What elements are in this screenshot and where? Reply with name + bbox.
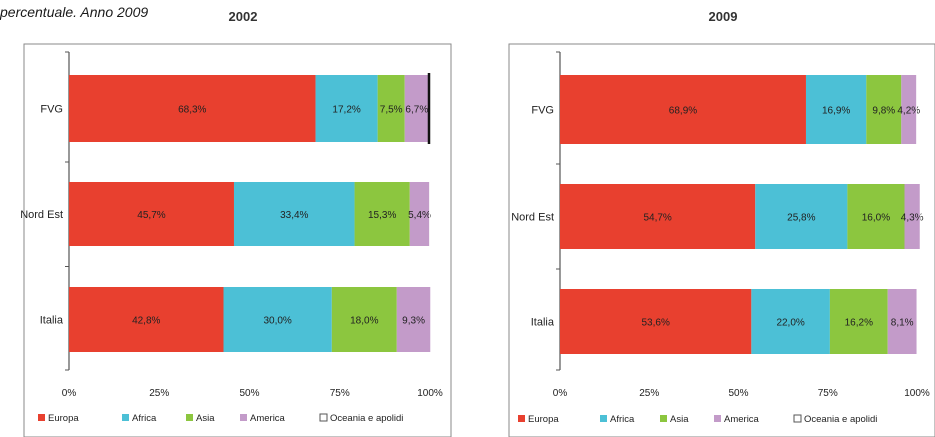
bar-segment — [223, 287, 332, 352]
bar-segment — [829, 289, 888, 354]
legend-swatch — [600, 415, 607, 422]
bar-segment — [233, 182, 355, 246]
bar-segment — [916, 289, 918, 354]
legend-swatch — [793, 414, 802, 423]
bar-segment — [751, 289, 830, 354]
bar-segment — [429, 182, 430, 246]
category-label: Italia — [531, 317, 555, 329]
legend-label: Africa — [610, 414, 635, 425]
category-label: Nord Est — [511, 212, 554, 224]
legend-label: Europa — [528, 414, 559, 425]
data-label: 15,3% — [368, 210, 396, 221]
bar-segment — [901, 75, 917, 144]
x-tick-label: 100% — [417, 388, 443, 399]
legend-swatch — [319, 413, 328, 422]
x-tick-label: 75% — [330, 388, 350, 399]
chart-frame — [23, 43, 452, 437]
bar-segment — [847, 184, 905, 249]
data-label: 9,8% — [872, 106, 895, 117]
category-label: FVG — [531, 105, 554, 117]
bar-segment — [430, 287, 431, 352]
legend-swatch — [518, 415, 525, 422]
bar-segment — [916, 75, 917, 144]
chart-frame — [508, 43, 935, 437]
data-label: 68,3% — [178, 105, 206, 116]
chart-2009: 2009 FVG 68,9% 16,9% 9,8% 4,2% Nord Est 54,7% 25… — [508, 9, 935, 437]
bar-segment — [919, 184, 921, 249]
bar-segment — [377, 75, 405, 142]
bar-segment — [866, 75, 902, 144]
data-label: 30,0% — [263, 316, 291, 327]
bar-segment — [69, 75, 316, 142]
legend-swatch — [660, 415, 667, 422]
data-label: 25,8% — [787, 213, 815, 224]
bar-segment — [560, 75, 806, 144]
bar-segment — [887, 289, 917, 354]
data-label: 17,2% — [332, 105, 360, 116]
data-label: 4,3% — [901, 213, 924, 224]
x-tick-label: 50% — [239, 388, 259, 399]
bar-segment — [560, 289, 752, 354]
legend-label: America — [724, 414, 760, 425]
category-label: Italia — [40, 315, 64, 327]
category-label: Nord Est — [20, 209, 63, 221]
legend-swatch — [38, 414, 45, 421]
data-label: 9,3% — [402, 316, 425, 327]
bar-segment — [69, 182, 234, 246]
legend-label: Africa — [132, 413, 157, 424]
data-label: 22,0% — [776, 318, 804, 329]
legend-label: Oceania e apolidi — [804, 414, 877, 425]
data-label: 16,2% — [845, 318, 873, 329]
data-label: 7,5% — [380, 105, 403, 116]
x-tick-label: 75% — [818, 388, 838, 399]
data-label: 8,1% — [891, 318, 914, 329]
bar-segment — [354, 182, 410, 246]
x-tick-label: 100% — [904, 388, 930, 399]
data-label: 5,4% — [408, 210, 431, 221]
legend-label: Asia — [670, 414, 689, 425]
x-tick-label: 25% — [149, 388, 169, 399]
category-label: FVG — [40, 104, 63, 116]
chart-title: 2009 — [709, 9, 738, 24]
legend-swatch — [714, 415, 721, 422]
bar-segment — [331, 287, 397, 352]
bar-segment — [315, 75, 378, 142]
x-tick-label: 0% — [62, 388, 77, 399]
x-tick-label: 0% — [553, 388, 568, 399]
data-label: 68,9% — [669, 106, 697, 117]
bar-segment — [409, 182, 430, 246]
data-label: 42,8% — [132, 316, 160, 327]
legend-swatch — [186, 414, 193, 421]
legend-swatch — [240, 414, 247, 421]
data-label: 45,7% — [137, 210, 165, 221]
legend-label: Europa — [48, 413, 79, 424]
bar-segment — [805, 75, 867, 144]
figure-caption: percentuale. Anno 2009 — [0, 4, 149, 20]
bar-segment — [904, 184, 920, 249]
data-label: 4,2% — [897, 106, 920, 117]
legend-label: America — [250, 413, 286, 424]
data-label: 16,9% — [822, 106, 850, 117]
bar-segment — [404, 75, 429, 142]
bar-segment — [755, 184, 848, 249]
x-tick-label: 50% — [728, 388, 748, 399]
bar-segment — [69, 287, 224, 352]
bar-segment — [396, 287, 431, 352]
data-label: 6,7% — [405, 105, 428, 116]
legend-label: Asia — [196, 413, 215, 424]
data-label: 33,4% — [280, 210, 308, 221]
x-tick-label: 25% — [639, 388, 659, 399]
legend-swatch — [122, 414, 129, 421]
data-label: 18,0% — [350, 316, 378, 327]
bar-segment — [560, 184, 756, 249]
legend-label: Oceania e apolidi — [330, 413, 403, 424]
data-label: 54,7% — [643, 213, 671, 224]
data-label: 16,0% — [862, 213, 890, 224]
chart-title: 2002 — [229, 9, 258, 24]
data-label: 53,6% — [641, 318, 669, 329]
chart-2002: 2002 FVG 68,3% 17,2% 7,5% 6,7% Nord Est 45,7% 33… — [20, 9, 452, 437]
